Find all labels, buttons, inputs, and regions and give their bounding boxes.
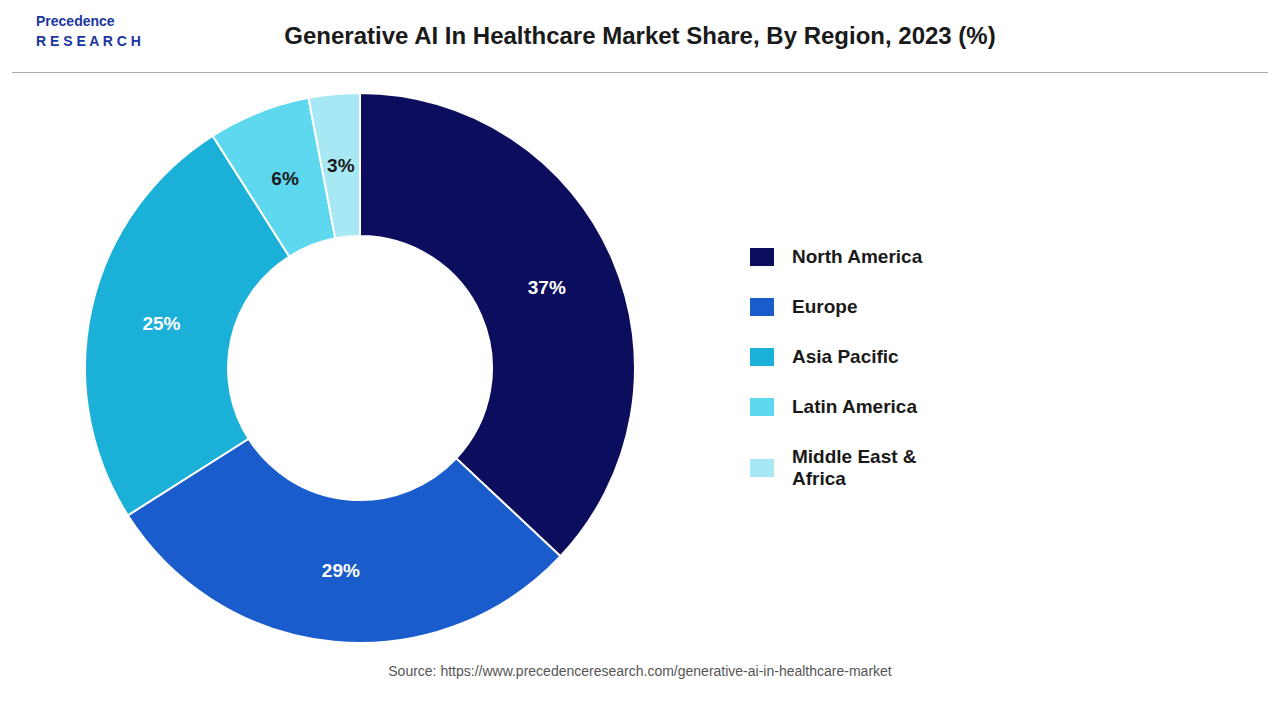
html-text:Latin America: Latin America [792,396,917,417]
html-text:Asia Pacific: Asia Pacific [792,346,899,367]
svg-text:37%: 37% [528,277,566,298]
svg-text:6%: 6% [271,168,299,189]
html-text:Source: https://www.precedence: Source: https://www.precedenceresearch.c… [388,663,892,679]
svg-text:3%: 3% [327,155,355,176]
svg-text:29%: 29% [322,560,360,581]
html-text:Precedence R E S E A R C H: Precedence R E S E A R C H [36,13,141,49]
html-text:Europe: Europe [792,296,858,317]
html-text:North America: North America [792,246,923,267]
html-text:Middle East & Africa: Middle East & Africa [792,446,917,489]
svg-text:25%: 25% [142,313,180,334]
html-text:Generative AI In Healthcare Ma: Generative AI In Healthcare Market Share… [284,22,996,49]
